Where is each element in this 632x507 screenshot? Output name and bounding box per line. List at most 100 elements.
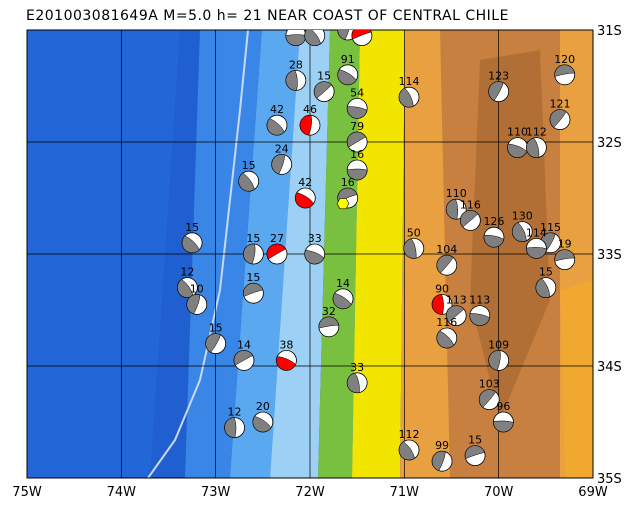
beachball-quadrant (271, 154, 285, 175)
beachball-quadrant (346, 106, 368, 119)
beachball-quadrant (243, 243, 256, 265)
focal-mechanism[interactable]: 110 (446, 187, 467, 220)
depth-label: 20 (256, 400, 270, 413)
depth-label: 91 (341, 53, 355, 66)
focal-mechanism[interactable]: 126 (483, 215, 504, 248)
focal-mechanism[interactable]: 79 (346, 120, 368, 153)
focal-mechanism[interactable]: 15 (535, 266, 557, 299)
focal-mechanism[interactable]: 33 (346, 361, 368, 394)
beachball-quadrant (276, 356, 296, 371)
focal-mechanism[interactable]: 15 (242, 271, 264, 304)
focal-mechanism[interactable]: 120 (554, 53, 575, 86)
focal-mechanism[interactable]: 32 (318, 305, 340, 338)
focal-mechanism[interactable]: 24 (271, 142, 293, 175)
beachball-quadrant (337, 187, 358, 202)
focal-mechanism[interactable]: 42 (266, 103, 288, 136)
beachball-quadrant (299, 115, 312, 136)
focal-mechanism[interactable]: 19 (554, 238, 576, 271)
depth-label: 112 (399, 428, 420, 441)
beachball-quadrant (460, 210, 479, 228)
focal-mechanism[interactable]: 121 (549, 98, 570, 130)
focal-mechanism[interactable]: 113 (469, 294, 490, 327)
lat-tick-label: 35S (597, 472, 622, 487)
depth-label: 15 (185, 221, 199, 234)
focal-mechanism[interactable]: 16 (346, 148, 368, 181)
depth-label: 42 (270, 103, 284, 116)
focal-mechanism[interactable]: 96 (492, 400, 514, 433)
beachball-quadrant (554, 249, 575, 262)
focal-mechanism[interactable]: 112 (399, 428, 420, 461)
depth-label: 38 (279, 338, 293, 351)
focal-mechanism[interactable]: 90 (431, 282, 453, 315)
beachball-quadrant (177, 279, 194, 298)
depth-label: 116 (460, 198, 481, 211)
focal-mechanism[interactable]: 112 (526, 126, 547, 159)
focal-mechanism[interactable]: 20 (252, 400, 274, 433)
focal-mechanism[interactable]: 38 (276, 338, 297, 371)
focal-mechanism[interactable]: 12 (176, 266, 198, 299)
focal-mechanism[interactable]: 91 (337, 53, 359, 86)
beachball-quadrant (266, 243, 286, 260)
focal-mechanism[interactable]: 123 (488, 70, 509, 102)
focal-mechanism[interactable]: 33 (304, 232, 326, 265)
depth-label: 16 (350, 148, 364, 161)
depth-label: 32 (322, 305, 336, 318)
lat-tick-label: 31S (597, 24, 622, 39)
focal-mechanism[interactable]: 12 (224, 406, 245, 439)
beachball-quadrant (554, 64, 575, 77)
depth-label: 15 (242, 159, 256, 172)
beachball-quadrant (346, 372, 360, 394)
beachball-quadrant (526, 247, 547, 259)
focal-mechanism[interactable]: 46 (299, 103, 321, 136)
depth-label: 104 (436, 243, 457, 256)
focal-mechanism[interactable]: 15 (464, 434, 486, 467)
lon-tick-label: 74W (107, 485, 137, 500)
beachball-quadrant (295, 192, 314, 209)
beachball-quadrant (351, 30, 372, 40)
focal-mechanism[interactable]: 116 (436, 316, 457, 349)
focal-mechanism[interactable]: 110 (507, 126, 528, 159)
focal-mechanism[interactable]: 114 (526, 226, 547, 259)
depth-label: 115 (540, 221, 561, 234)
focal-mechanism[interactable]: 14 (332, 277, 354, 310)
focal-mechanism[interactable]: 14 (233, 338, 255, 371)
focal-mechanism[interactable]: 114 (399, 75, 420, 108)
focal-mechanism[interactable]: 50 (403, 226, 425, 259)
focal-mechanism[interactable]: 99 (431, 439, 453, 472)
focal-mechanism[interactable]: 116 (460, 198, 481, 231)
depth-label: 15 (317, 70, 331, 83)
depth-label: 120 (554, 53, 575, 66)
focal-mechanism[interactable]: 130 (512, 210, 533, 243)
focal-mechanism[interactable]: 10 (186, 282, 208, 315)
focal-mechanism[interactable]: 42 (294, 176, 316, 209)
focal-mechanism[interactable]: 113 (446, 294, 467, 327)
focal-mechanism[interactable]: 15 (205, 322, 227, 355)
depth-label: 14 (237, 338, 251, 351)
beachball-quadrant (313, 81, 332, 99)
depth-label: 42 (298, 176, 312, 189)
depth-label: 33 (308, 232, 322, 245)
beachball-quadrant (493, 420, 514, 433)
focal-mechanism[interactable]: 70 (351, 14, 373, 46)
focal-mechanism[interactable]: 109 (488, 338, 509, 371)
focal-mechanism[interactable]: 15 (242, 232, 264, 265)
focal-mechanism[interactable]: 28 (285, 14, 307, 46)
focal-mechanism[interactable]: 15 (313, 70, 335, 102)
lat-tick-label: 33S (597, 248, 622, 263)
focal-mechanism[interactable]: 54 (346, 86, 368, 119)
focal-mechanism[interactable]: 103 (479, 378, 500, 411)
focal-mechanism[interactable]: 27 (266, 232, 288, 265)
depth-label: 99 (435, 439, 449, 452)
focal-mechanism[interactable]: 15 (181, 221, 203, 254)
depth-label: 103 (479, 378, 500, 391)
beachball-quadrant (346, 131, 367, 148)
lon-tick-label: 75W (12, 485, 42, 500)
depth-label: 50 (407, 226, 421, 239)
beachball-quadrant (285, 70, 298, 91)
beachball-quadrant (479, 389, 496, 408)
focal-mechanism[interactable]: 28 (285, 58, 307, 91)
focal-mechanism[interactable]: 104 (436, 243, 457, 276)
focal-mechanism[interactable]: 16 (337, 176, 359, 209)
focal-mechanism[interactable]: 15 (238, 159, 260, 192)
focal-mechanism[interactable]: 56 (304, 14, 326, 46)
